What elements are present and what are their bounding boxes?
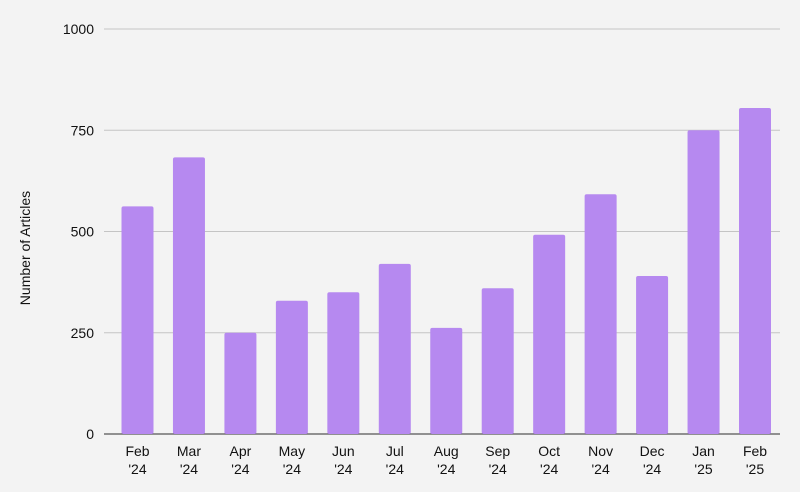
x-tick-label-year: '24 [128,461,146,477]
x-tick-label-month: Feb [743,443,767,459]
x-tick-label-year: '24 [334,461,352,477]
x-tick-label-year: '24 [489,461,507,477]
x-tick-label-year: '24 [231,461,249,477]
bar [481,288,514,434]
bar [584,194,617,434]
x-tick-label-year: '24 [643,461,661,477]
y-tick-label: 1000 [63,21,94,37]
x-tick-label-month: Dec [640,443,665,459]
bar [378,263,411,434]
x-tick-label-month: Oct [538,443,560,459]
bars [121,107,771,434]
bar [687,130,720,434]
x-axis-ticks: Feb '24 Mar '24 Apr '24 May '24 Jun '24 Jul '24 Aug '… [125,443,767,477]
bar [636,276,669,434]
x-tick-label-month: Apr [230,443,252,459]
x-tick-label-month: Feb [125,443,149,459]
y-tick-label: 750 [71,122,95,138]
x-tick-label-month: Jul [386,443,404,459]
bar [275,300,308,434]
x-tick-label-year: '25 [746,461,764,477]
y-tick-label: 500 [71,224,95,240]
x-tick-label-month: May [279,443,305,459]
x-tick-label-year: '24 [592,461,610,477]
x-tick-label-year: '24 [540,461,558,477]
bar [172,157,205,434]
x-tick-label-month: Sep [485,443,510,459]
bar [121,206,154,434]
bar [739,107,771,434]
bar [533,234,566,434]
x-tick-label-year: '24 [180,461,198,477]
x-tick-label-month: Jun [332,443,355,459]
bar [327,292,360,434]
x-tick-label-month: Mar [177,443,201,459]
bar [224,332,257,434]
y-tick-label: 0 [86,426,94,442]
x-tick-label-year: '25 [694,461,712,477]
bar [430,327,463,434]
y-axis-title: Number of Articles [17,191,33,305]
x-tick-label-year: '24 [283,461,301,477]
x-tick-label-month: Nov [588,443,613,459]
y-tick-label: 250 [71,325,95,341]
x-tick-label-month: Jan [692,443,715,459]
y-axis-ticks: 0 250 500 750 1000 [63,21,94,442]
x-tick-label-year: '24 [437,461,455,477]
x-tick-label-year: '24 [386,461,404,477]
x-tick-label-month: Aug [434,443,459,459]
